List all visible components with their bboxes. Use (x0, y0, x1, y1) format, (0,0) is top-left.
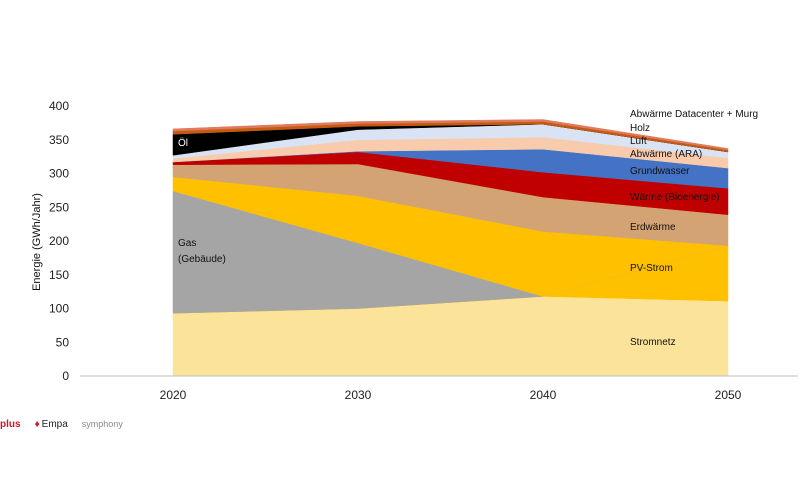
series-label-gas-gebaude: Gas (178, 238, 196, 249)
y-tick-label: 350 (49, 133, 69, 147)
series-label-holz: Holz (630, 123, 650, 134)
empa-logo-icon: ♦ (34, 418, 40, 430)
y-tick-label: 200 (49, 234, 69, 248)
y-tick-label: 150 (49, 268, 69, 282)
y-axis-label: Energie (GWh/Jahr) (31, 193, 43, 291)
y-tick-label: 400 (49, 99, 69, 113)
partner-logo-plus: plus (0, 418, 21, 430)
series-label-gas-gebaude: (Gebäude) (178, 254, 226, 265)
partner-logo-symphony: symphony (81, 419, 123, 429)
partner-logo-empa: ♦ Empa (35, 419, 68, 430)
x-tick-label: 2020 (160, 388, 187, 402)
area-abw-rme-datacenter-murg (172, 119, 729, 151)
series-label-w-rme-bioenergie: Wärme (Bioenergie) (630, 192, 719, 203)
series-label-luft: Luft (630, 136, 647, 147)
x-tick-label: 2040 (530, 388, 557, 402)
logo-strip: plus ♦ Empa symphony (0, 417, 123, 431)
series-label-grundwasser: Grundwasser (630, 166, 690, 177)
x-tick-label: 2050 (715, 388, 742, 402)
empa-logo-text: Empa (41, 418, 68, 430)
y-tick-label: 0 (62, 369, 69, 383)
x-tick-label: 2030 (345, 388, 372, 402)
area-layer (172, 119, 729, 377)
series-label-oel: Öl (178, 137, 188, 149)
y-tick-label: 300 (49, 167, 69, 181)
x-tick-labels: 2020 2030 2040 2050 (160, 388, 742, 402)
series-label-abw-rme-datacenter-murg: Abwärme Datacenter + Murg (630, 109, 758, 120)
series-labels: Stromnetz PV-Strom Erdwärme Wärme (Bioenerg… (178, 109, 758, 348)
y-tick-label: 100 (49, 302, 69, 316)
series-label-abw-rme-ara: Abwärme (ARA) (630, 149, 702, 160)
series-label-erdw-rme: Erdwärme (630, 222, 676, 233)
y-tick-label: 50 (56, 335, 70, 349)
series-label-stromnetz: Stromnetz (630, 337, 676, 348)
y-tick-label: 250 (49, 200, 69, 214)
y-tick-labels: 0 50 100 150 200 250 300 350 400 (49, 99, 69, 383)
series-label-pv-strom: PV-Strom (630, 263, 673, 274)
